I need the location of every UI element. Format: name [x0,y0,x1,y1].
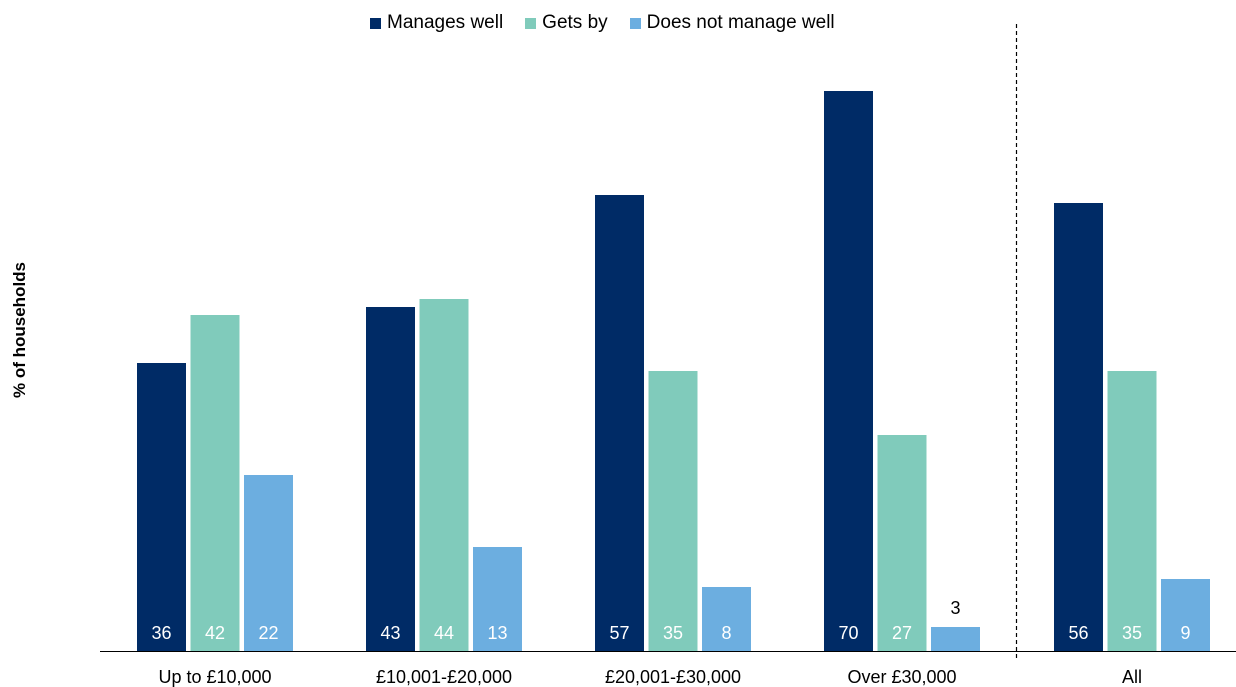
data-label-manages-well-20-001-30-000: 57 [609,623,629,643]
bar-manages-well-10-001-20-000 [366,307,415,651]
bar-does-not-manage-well-up-to-10-000 [244,475,293,651]
chart-legend: Manages well Gets by Does not manage wel… [370,12,835,34]
bar-manages-well-all [1054,203,1103,651]
data-label-gets-by-20-001-30-000: 35 [663,623,683,643]
legend-item-gets-by: Gets by [525,12,608,34]
bar-gets-by-over-30-000 [877,435,927,651]
data-label-gets-by-10-001-20-000: 44 [434,623,454,643]
legend-label-manages-well: Manages well [387,12,504,33]
data-label-gets-by-up-to-10-000: 42 [205,623,225,643]
bar-does-not-manage-well-over-30-000 [931,627,980,651]
legend-swatch-gets-by [525,17,537,29]
bar-gets-by-up-to-10-000 [190,315,240,651]
bar-does-not-manage-well-20-001-30-000 [702,587,751,651]
legend-item-manages-well: Manages well [370,12,503,34]
bar-gets-by-20-001-30-000 [648,371,698,651]
bar-manages-well-up-to-10-000 [137,363,186,651]
bar-does-not-manage-well-10-001-20-000 [473,547,522,651]
data-label-manages-well-over-30-000: 70 [838,623,858,643]
bar-manages-well-20-001-30-000 [595,195,644,651]
legend-swatch-does-not-manage-well [629,17,641,29]
x-tick-label-10-001-20-000: £10,001-£20,000 [376,667,512,687]
legend-item-does-not-manage-well: Does not manage well [629,12,835,34]
data-label-manages-well-all: 56 [1068,623,1088,643]
legend-label-does-not-manage-well: Does not manage well [646,12,835,33]
x-tick-label-up-to-10-000: Up to £10,000 [158,667,271,687]
data-label-does-not-manage-well-over-30-000: 3 [950,598,960,618]
bar-gets-by-10-001-20-000 [419,299,469,651]
legend-swatch-manages-well [370,17,381,29]
x-tick-label-20-001-30-000: £20,001-£30,000 [605,667,741,687]
x-tick-label-over-30-000: Over £30,000 [847,667,956,687]
bar-does-not-manage-well-all [1161,579,1210,651]
data-label-does-not-manage-well-up-to-10-000: 22 [258,623,278,643]
data-label-does-not-manage-well-all: 9 [1180,623,1190,643]
data-label-manages-well-10-001-20-000: 43 [380,623,400,643]
data-label-gets-by-over-30-000: 27 [892,623,912,643]
bar-gets-by-all [1107,371,1157,651]
data-label-manages-well-up-to-10-000: 36 [151,623,171,643]
data-label-gets-by-all: 35 [1122,623,1142,643]
data-label-does-not-manage-well-20-001-30-000: 8 [721,623,731,643]
data-label-does-not-manage-well-10-001-20-000: 13 [487,623,507,643]
legend-label-gets-by: Gets by [542,12,608,33]
x-tick-label-all: All [1122,667,1142,687]
bar-manages-well-over-30-000 [824,91,873,651]
